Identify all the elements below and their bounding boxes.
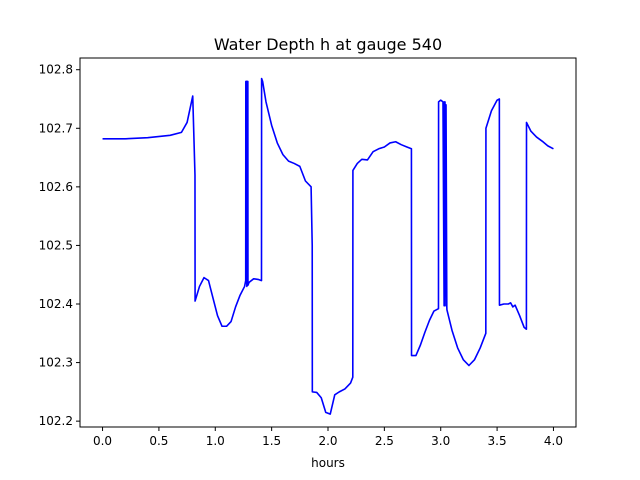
x-tick-label: 4.0 — [544, 434, 563, 448]
x-tick-label: 1.0 — [206, 434, 225, 448]
plot-area — [79, 57, 577, 428]
x-tick-label: 1.5 — [262, 434, 281, 448]
x-tick-label: 0.0 — [93, 434, 112, 448]
y-tick-label: 102.7 — [39, 121, 73, 135]
y-tick-label: 102.5 — [39, 238, 73, 252]
series-line-0 — [102, 77, 554, 415]
x-tick-label: 0.5 — [149, 434, 168, 448]
x-axis-label: hours — [311, 456, 345, 470]
y-tick-label: 102.3 — [39, 356, 73, 370]
y-tick-label: 102.2 — [39, 414, 73, 428]
x-tick-label: 2.0 — [318, 434, 337, 448]
y-axis-ticks: 102.2 102.3 102.4 102.5 102.6 102.7 102.8 — [39, 63, 80, 428]
axes-frame — [79, 57, 577, 428]
x-axis-ticks: 0.0 0.5 1.0 1.5 2.0 2.5 3.0 3.5 4.0 — [93, 427, 563, 448]
y-tick-label: 102.8 — [39, 63, 73, 77]
y-tick-label: 102.6 — [39, 180, 73, 194]
x-tick-label: 2.5 — [375, 434, 394, 448]
y-tick-label: 102.4 — [39, 297, 73, 311]
x-tick-label: 3.5 — [488, 434, 507, 448]
x-tick-label: 3.0 — [431, 434, 450, 448]
chart-title: Water Depth h at gauge 540 — [214, 35, 442, 54]
